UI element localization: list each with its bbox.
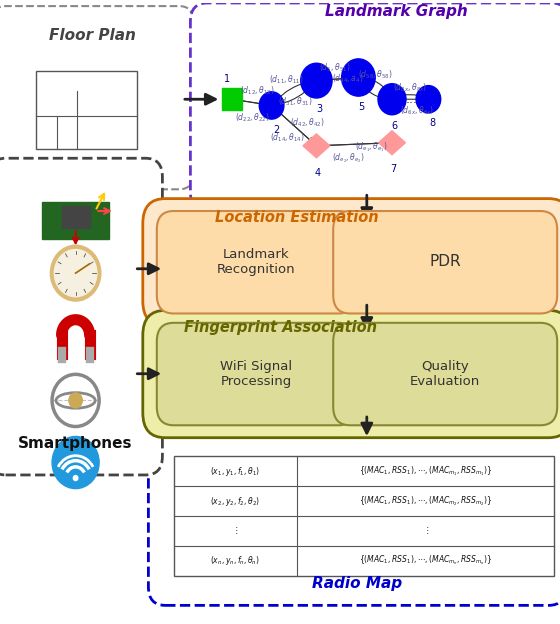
Circle shape [416, 85, 441, 113]
Text: $(d_{e_1},\theta_{e_1})$: $(d_{e_1},\theta_{e_1})$ [354, 140, 388, 154]
Text: WiFi Signal
Processing: WiFi Signal Processing [220, 359, 292, 388]
Bar [42, 202, 109, 239]
Text: ...: ... [405, 93, 418, 105]
Circle shape [69, 393, 82, 408]
Circle shape [50, 245, 101, 301]
Text: $(x_1,y_1,f_1,\theta_1)$: $(x_1,y_1,f_1,\theta_1)$ [210, 465, 260, 478]
Circle shape [73, 475, 78, 480]
FancyBboxPatch shape [0, 6, 193, 189]
Text: PDR: PDR [430, 255, 461, 270]
Text: Quality
Evaluation: Quality Evaluation [410, 359, 480, 388]
Circle shape [52, 436, 99, 489]
Text: 5: 5 [358, 102, 365, 112]
Bar [222, 88, 242, 110]
FancyBboxPatch shape [333, 323, 557, 426]
Text: $(d_{14},\theta_{14})$: $(d_{14},\theta_{14})$ [270, 132, 305, 144]
Polygon shape [379, 131, 405, 155]
Text: $\vdots$: $\vdots$ [232, 525, 238, 537]
Text: Floor Plan: Floor Plan [49, 28, 136, 43]
FancyBboxPatch shape [143, 310, 560, 437]
Text: $(d_{11},\theta_{11})$: $(d_{11},\theta_{11})$ [269, 74, 304, 86]
Text: Smartphones: Smartphones [18, 436, 133, 451]
Text: $(d_5,\theta_{51})$: $(d_5,\theta_{51})$ [319, 62, 351, 74]
Bar [36, 71, 137, 149]
Text: 1: 1 [224, 74, 230, 84]
Text: $(x_n,y_n,f_n,\theta_n)$: $(x_n,y_n,f_n,\theta_n)$ [210, 554, 260, 567]
Bar [62, 206, 90, 228]
Circle shape [342, 59, 375, 96]
Text: 2: 2 [273, 125, 279, 135]
Text: Landmark
Recognition: Landmark Recognition [217, 248, 295, 276]
Polygon shape [303, 134, 330, 158]
FancyBboxPatch shape [143, 198, 560, 326]
Text: $(d_{22},\theta_{22})$: $(d_{22},\theta_{22})$ [235, 112, 269, 124]
FancyBboxPatch shape [148, 426, 560, 605]
Text: $(d_{6x},\theta_{6x})$: $(d_{6x},\theta_{6x})$ [400, 104, 434, 117]
Text: Location Estimation: Location Estimation [215, 210, 379, 225]
Text: $(d_{12},\theta_{12})$: $(d_{12},\theta_{12})$ [240, 85, 275, 97]
Text: 7: 7 [390, 165, 397, 175]
Text: 4: 4 [315, 168, 321, 178]
Text: 6: 6 [392, 121, 398, 131]
Text: $(d_{44},a_4)$: $(d_{44},a_4)$ [332, 73, 363, 85]
Text: $(d_{8x},\theta_{8x})$: $(d_{8x},\theta_{8x})$ [393, 82, 427, 94]
Text: Fingerprint Association: Fingerprint Association [184, 319, 376, 334]
Circle shape [378, 84, 406, 115]
FancyBboxPatch shape [157, 323, 356, 426]
Text: $(x_2,y_2,f_2,\theta_2)$: $(x_2,y_2,f_2,\theta_2)$ [210, 495, 260, 507]
Text: $(d_{58},\theta_{58})$: $(d_{58},\theta_{58})$ [358, 69, 393, 81]
Circle shape [259, 92, 284, 119]
FancyBboxPatch shape [157, 211, 356, 313]
Circle shape [301, 63, 332, 98]
Text: Radio Map: Radio Map [312, 576, 402, 591]
Text: $\{(MAC_1,RSS_1),\cdots,(MAC_{m_2},RSS_{m_2})\}$: $\{(MAC_1,RSS_1),\cdots,(MAC_{m_2},RSS_{… [359, 494, 492, 508]
Text: $(d_{42},\theta_{42})$: $(d_{42},\theta_{42})$ [290, 117, 325, 129]
FancyBboxPatch shape [0, 158, 162, 475]
Text: 3: 3 [316, 104, 322, 114]
Text: 8: 8 [430, 118, 436, 128]
Bar [174, 456, 554, 575]
Circle shape [54, 250, 97, 297]
Text: $\vdots$: $\vdots$ [423, 525, 428, 537]
Text: $\{(MAC_1,RSS_1),\cdots,(MAC_{m_1},RSS_{m_1})\}$: $\{(MAC_1,RSS_1),\cdots,(MAC_{m_1},RSS_{… [359, 464, 492, 478]
Text: $(d_{e_2},\theta_{e_2})$: $(d_{e_2},\theta_{e_2})$ [332, 151, 365, 165]
FancyBboxPatch shape [333, 211, 557, 313]
Text: $\{(MAC_1,RSS_1),\cdots,(MAC_{m_n},RSS_{m_n})\}$: $\{(MAC_1,RSS_1),\cdots,(MAC_{m_n},RSS_{… [359, 554, 492, 567]
Text: $(d_{31},\theta_{31})$: $(d_{31},\theta_{31})$ [278, 95, 312, 108]
FancyBboxPatch shape [190, 3, 560, 211]
Text: Landmark Graph: Landmark Graph [325, 4, 468, 19]
